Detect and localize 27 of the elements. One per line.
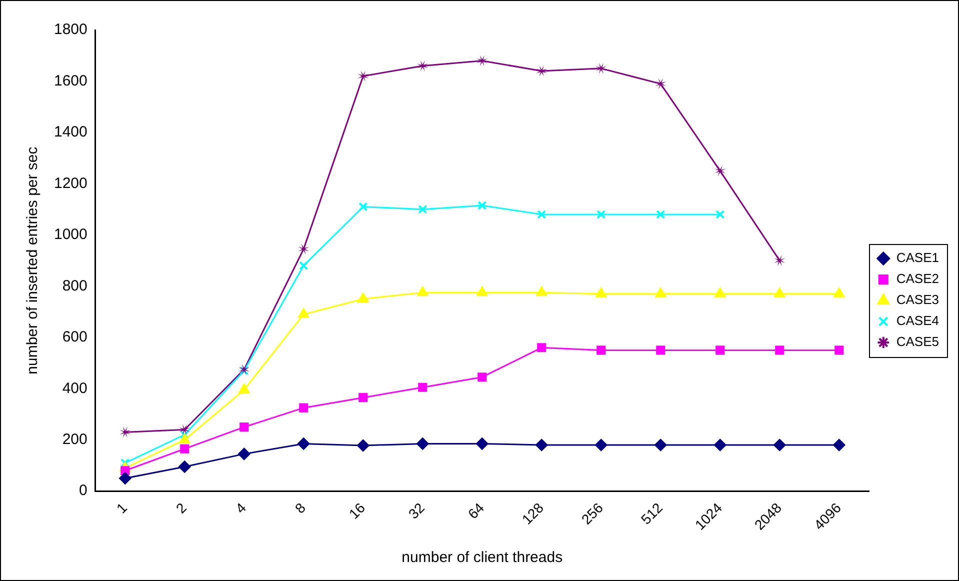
y-tick-label: 1400: [54, 124, 88, 141]
x-tick-label: 4: [232, 499, 250, 516]
y-tick-label: 400: [62, 380, 88, 397]
y-tick-label: 600: [62, 328, 88, 346]
x-tick-label: 64: [464, 499, 488, 522]
y-tick-label: 800: [62, 277, 88, 294]
legend-label: CASE5: [896, 334, 940, 350]
y-tick-label: 1800: [54, 21, 88, 38]
y-tick-label: 1000: [54, 226, 88, 244]
y-tick-label: 1200: [54, 174, 88, 192]
x-tick-label: 128: [518, 499, 547, 528]
y-axis-title: number of inserted entries per sec: [24, 146, 42, 374]
x-tick-label: 1: [113, 499, 130, 516]
legend-label: CASE2: [896, 271, 940, 286]
legend-label: CASE3: [896, 292, 940, 308]
y-tick-label: 200: [62, 431, 88, 448]
x-tick-label: 256: [578, 499, 606, 528]
legend-label: CASE4: [896, 313, 940, 328]
y-tick-label: 1600: [54, 72, 88, 90]
legend-label: CASE1: [896, 250, 940, 266]
x-tick-label: 16: [346, 499, 368, 522]
x-tick-label: 32: [405, 499, 428, 522]
x-axis-title: number of client threads: [402, 549, 563, 566]
y-tick-label: 0: [79, 482, 88, 500]
x-tick-label: 512: [638, 499, 666, 528]
x-tick-label: 2: [172, 499, 190, 516]
x-tick-label: 8: [292, 499, 309, 516]
